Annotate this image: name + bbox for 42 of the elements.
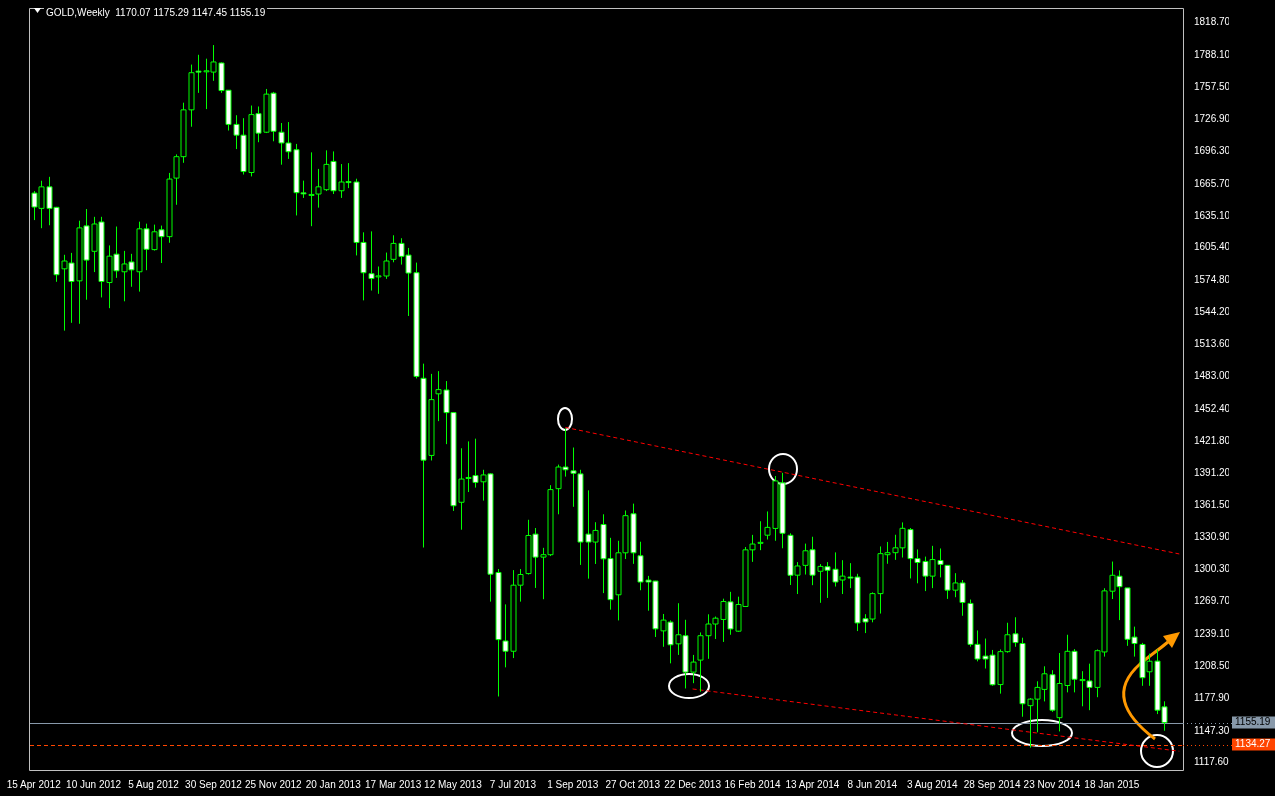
chart-title: GOLD,Weekly 1170.07 1175.29 1147.45 1155.19 <box>44 7 268 18</box>
y-tick-label: 1147.30 <box>1194 724 1230 736</box>
x-tick-label: 17 Mar 2013 <box>365 778 422 790</box>
y-tick-label: 1361.50 <box>1194 498 1231 510</box>
x-tick-label: 1 Sep 2013 <box>547 778 599 790</box>
y-tick-label: 1269.70 <box>1194 595 1231 607</box>
y-tick-label: 1696.30 <box>1194 145 1231 157</box>
x-tick-label: 5 Aug 2012 <box>128 778 180 790</box>
y-tick-label: 1452.40 <box>1194 402 1231 414</box>
y-tick-label: 1726.90 <box>1194 113 1231 125</box>
y-tick-label: 1391.20 <box>1194 467 1231 479</box>
y-tick-label: 1330.90 <box>1194 530 1231 542</box>
ref-line-label: 1134.27 <box>1235 738 1271 750</box>
y-tick-label: 1605.40 <box>1194 241 1231 253</box>
x-tick-label: 20 Jan 2013 <box>305 778 362 790</box>
y-tick-label: 1574.80 <box>1194 273 1231 285</box>
x-tick-label: 23 Nov 2014 <box>1023 778 1081 790</box>
x-tick-label: 25 Nov 2012 <box>244 778 303 790</box>
x-tick-label: 8 Jun 2014 <box>847 778 898 790</box>
y-tick-label: 1483.00 <box>1194 370 1231 382</box>
x-tick-label: 16 Feb 2014 <box>724 778 782 790</box>
x-tick-label: 15 Apr 2012 <box>6 778 62 790</box>
x-tick-label: 10 Jun 2012 <box>66 778 122 790</box>
x-tick-label: 30 Sep 2012 <box>185 778 243 790</box>
x-tick-label: 28 Sep 2014 <box>963 778 1021 790</box>
ref-line-label: 1155.19 <box>1235 716 1271 728</box>
y-tick-label: 1788.10 <box>1194 48 1231 60</box>
y-tick-label: 1208.50 <box>1194 660 1231 672</box>
x-tick-label: 13 Apr 2014 <box>785 778 840 790</box>
x-tick-label: 12 May 2013 <box>424 778 483 790</box>
y-tick-label: 1544.20 <box>1194 305 1231 317</box>
x-tick-label: 22 Dec 2013 <box>664 778 722 790</box>
y-tick-label: 1421.80 <box>1194 435 1231 447</box>
x-tick-label: 27 Oct 2013 <box>605 778 661 790</box>
y-tick-label: 1300.30 <box>1194 563 1231 575</box>
y-tick-label: 1665.70 <box>1194 177 1231 189</box>
x-tick-label: 7 Jul 2013 <box>489 778 537 790</box>
x-tick-label: 3 Aug 2014 <box>906 778 958 790</box>
x-tick-label: 18 Jan 2015 <box>1084 778 1140 790</box>
y-tick-label: 1117.60 <box>1194 755 1230 767</box>
y-tick-label: 1818.70 <box>1194 16 1231 28</box>
y-tick-label: 1177.90 <box>1194 692 1230 704</box>
